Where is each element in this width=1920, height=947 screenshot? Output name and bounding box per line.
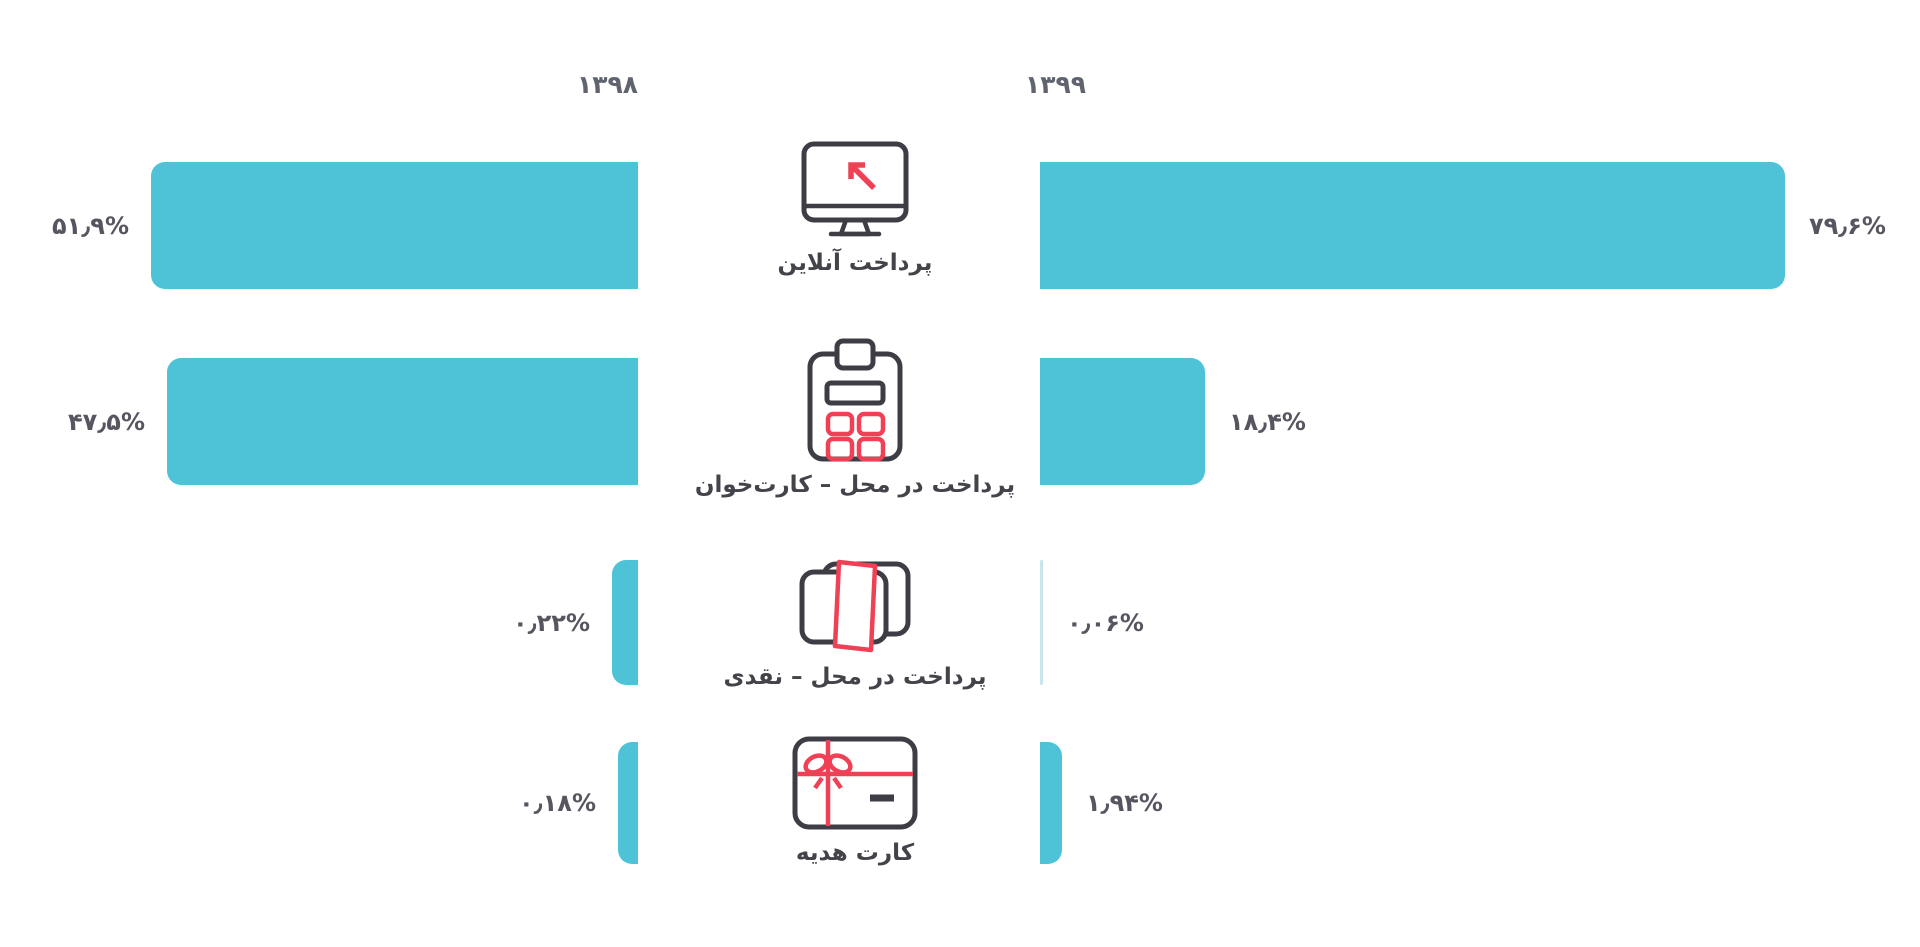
pos-terminal-icon	[807, 338, 903, 462]
bar-1398-giftcard	[618, 742, 638, 864]
left-bar-zone: ۴۷٫۵%	[0, 358, 638, 485]
category-label-cash: پرداخت در محل – نقدی	[723, 664, 987, 690]
chart-row-pos: ۴۷٫۵% ۱۸٫۴%	[0, 358, 1920, 485]
category-cash: پرداخت در محل – نقدی	[650, 558, 1060, 690]
value-label-1398-giftcard: ۰٫۱۸%	[519, 789, 596, 817]
right-bar-zone: ۱٫۹۴%	[1040, 742, 1920, 864]
value-label-1398-pos: ۴۷٫۵%	[68, 407, 145, 436]
cash-icon	[799, 559, 911, 653]
year-label-1399: ۱۳۹۹	[1025, 70, 1087, 99]
category-giftcard: کارت هدیه	[650, 736, 1060, 866]
bar-1399-cash	[1040, 560, 1043, 685]
value-label-1399-cash: ۰٫۰۶%	[1067, 608, 1144, 637]
left-bar-zone: ۰٫۱۸%	[0, 742, 638, 864]
chart-row-cash: ۰٫۲۲% ۰٫۰۶%	[0, 560, 1920, 685]
right-bar-zone: ۷۹٫۶%	[1040, 162, 1920, 289]
category-label-online-payment: پرداخت آنلاین	[777, 250, 933, 276]
year-label-1398: ۱۳۹۸	[576, 70, 638, 99]
bar-1399-pos	[1040, 358, 1205, 485]
left-bar-zone: ۵۱٫۹%	[0, 162, 638, 289]
online-payment-monitor-icon	[801, 141, 909, 237]
category-online-payment: پرداخت آنلاین	[650, 140, 1060, 276]
bar-1399-giftcard	[1040, 742, 1062, 864]
bar-1398-pos	[167, 358, 638, 485]
chart-row-giftcard: ۰٫۱۸% ۱٫۹۴%	[0, 742, 1920, 864]
value-label-1399-giftcard: ۱٫۹۴%	[1086, 789, 1163, 817]
bar-1398-online	[151, 162, 638, 289]
category-pos: پرداخت در محل – کارت‌خوان	[650, 338, 1060, 498]
category-label-pos: پرداخت در محل – کارت‌خوان	[694, 472, 1016, 498]
value-label-1398-cash: ۰٫۲۲%	[513, 608, 590, 637]
gift-card-icon	[792, 736, 918, 830]
right-bar-zone: ۰٫۰۶%	[1040, 560, 1920, 685]
bar-1398-cash	[612, 560, 638, 685]
category-label-giftcard: کارت هدیه	[795, 840, 915, 866]
bar-1399-online	[1040, 162, 1785, 289]
left-bar-zone: ۰٫۲۲%	[0, 560, 638, 685]
right-bar-zone: ۱۸٫۴%	[1040, 358, 1920, 485]
value-label-1399-pos: ۱۸٫۴%	[1229, 407, 1306, 436]
value-label-1398-online: ۵۱٫۹%	[52, 211, 129, 240]
value-label-1399-online: ۷۹٫۶%	[1809, 211, 1886, 240]
chart-row-online-payment: ۵۱٫۹% ۷۹٫۶%	[0, 162, 1920, 289]
